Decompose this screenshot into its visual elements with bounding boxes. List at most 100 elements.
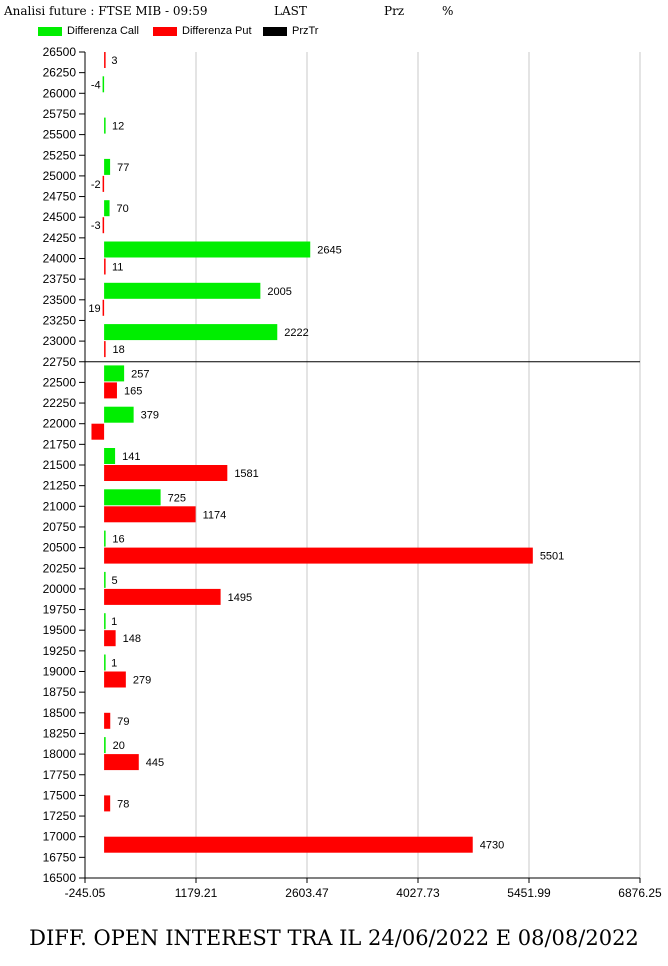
put-value-label: 279: [133, 675, 151, 687]
put-value-label: 148: [123, 633, 141, 645]
call-bar: [104, 737, 106, 754]
y-tick-label: 19250: [43, 644, 77, 658]
y-tick-label: 23000: [43, 334, 77, 348]
call-bar: [104, 448, 116, 464]
legend-swatch-call: [38, 26, 62, 36]
y-tick-label: 18500: [43, 706, 77, 720]
y-tick-label: 23250: [43, 313, 77, 327]
y-tick-label: 20250: [43, 561, 77, 575]
y-tick-label: 19500: [43, 623, 77, 637]
y-tick-label: 17250: [43, 809, 77, 823]
put-bar: [104, 754, 139, 771]
put-bar: [102, 217, 105, 234]
call-value-label: -4: [91, 79, 101, 91]
put-value-label: 3: [111, 55, 117, 67]
call-value-label: 2222: [284, 327, 308, 339]
put-bar: [104, 341, 106, 358]
legend-label-call: Differenza Call: [67, 25, 139, 37]
put-bar: [104, 588, 221, 605]
legend-swatch-put: [153, 26, 177, 36]
y-tick-label: 18250: [43, 726, 77, 740]
put-value-label: 19: [88, 303, 100, 315]
put-bar: [91, 423, 105, 440]
put-value-label: 5501: [540, 551, 564, 563]
call-bar: [104, 489, 161, 506]
y-tick-label: 21500: [43, 458, 77, 472]
y-tick-label: 25500: [43, 128, 77, 142]
chart-caption: DIFF. OPEN INTEREST TRA IL 24/06/2022 E …: [29, 926, 639, 950]
y-tick-label: 21750: [43, 437, 77, 451]
y-tick-label: 16500: [43, 871, 77, 885]
y-tick-label: 25000: [43, 169, 77, 183]
y-tick-label: 23750: [43, 272, 77, 286]
call-value-label: 70: [117, 203, 129, 215]
call-bar: [104, 613, 106, 630]
call-value-label: 1: [111, 616, 117, 628]
chart-header: Analisi future : FTSE MIB - 09:59 LAST P…: [0, 0, 668, 40]
call-value-label: 20: [113, 740, 125, 752]
put-bar: [104, 671, 126, 688]
x-tick-label: 2603.47: [285, 886, 329, 900]
put-value-label: 18: [113, 344, 125, 356]
call-value-label: 77: [117, 162, 129, 174]
put-bar: [104, 382, 117, 399]
y-tick-label: 21000: [43, 499, 77, 513]
y-tick-label: 22500: [43, 375, 77, 389]
put-value-label: 1581: [234, 468, 258, 480]
y-tick-label: 20000: [43, 582, 77, 596]
put-value-label: -3: [91, 220, 101, 232]
call-bar: [104, 282, 261, 299]
y-tick-label: 25250: [43, 148, 77, 162]
put-value-label: 11: [112, 262, 123, 274]
put-bar: [104, 547, 533, 564]
y-tick-label: 24250: [43, 231, 77, 245]
call-bar: [102, 76, 105, 93]
y-tick-label: 24500: [43, 210, 77, 224]
put-value-label: -2: [91, 179, 101, 191]
call-bar: [104, 158, 111, 175]
call-bar: [104, 324, 278, 341]
y-tick-label: 22000: [43, 417, 77, 431]
y-tick-label: 16750: [43, 850, 77, 864]
put-value-label: 165: [124, 385, 142, 397]
call-bar: [104, 530, 106, 547]
call-value-label: 1: [111, 658, 117, 670]
y-tick-label: 25750: [43, 107, 77, 121]
y-tick-label: 19750: [43, 603, 77, 617]
legend-item-put: Differenza Put: [153, 24, 252, 38]
put-bar: [102, 175, 105, 192]
call-value-label: 2645: [317, 245, 341, 257]
prz-label: Prz: [384, 4, 405, 18]
put-bar: [104, 630, 116, 647]
put-bar: [104, 506, 196, 523]
last-label: LAST: [274, 4, 307, 18]
call-bar: [104, 200, 110, 217]
y-tick-label: 26000: [43, 86, 77, 100]
y-tick-label: 23500: [43, 293, 77, 307]
x-tick-label: 4027.73: [396, 886, 440, 900]
y-tick-label: 17000: [43, 830, 77, 844]
y-tick-label: 20750: [43, 520, 77, 534]
y-tick-label: 24000: [43, 252, 77, 266]
call-value-label: 5: [111, 575, 117, 587]
legend-label-prztr: PrzTr: [292, 25, 319, 37]
put-bar: [102, 299, 105, 316]
call-value-label: 141: [122, 451, 140, 463]
put-value-label: 78: [117, 798, 129, 810]
put-bar: [104, 795, 111, 812]
y-tick-label: 26500: [43, 45, 77, 59]
y-tick-label: 19000: [43, 665, 77, 679]
put-bar: [104, 712, 111, 729]
y-tick-label: 22750: [43, 355, 77, 369]
y-tick-label: 22250: [43, 396, 77, 410]
y-tick-label: 18750: [43, 685, 77, 699]
percent-label: %: [442, 4, 454, 18]
call-value-label: 379: [141, 410, 159, 422]
y-tick-label: 24750: [43, 190, 77, 204]
legend-item-prztr: PrzTr: [263, 24, 318, 38]
put-bar: [104, 465, 228, 481]
y-tick-label: 20500: [43, 541, 77, 555]
call-bar: [104, 117, 106, 134]
legend-item-call: Differenza Call: [38, 24, 139, 38]
call-value-label: 12: [112, 121, 124, 133]
